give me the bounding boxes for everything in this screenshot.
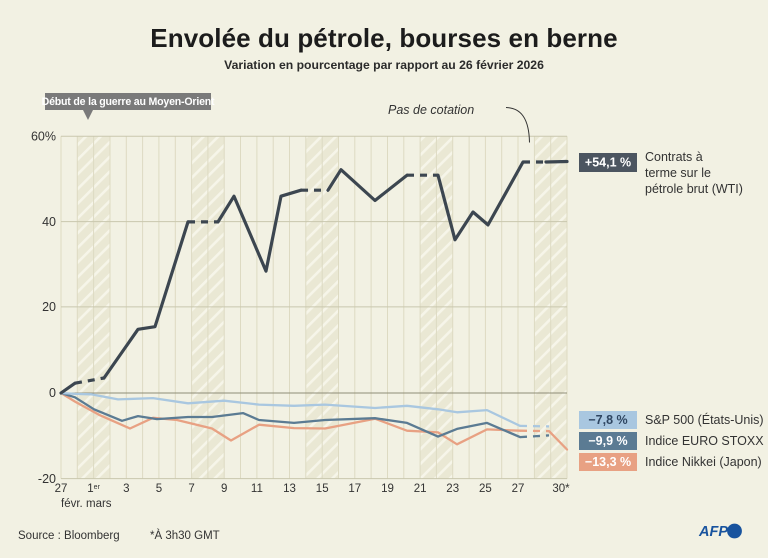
svg-text:AFP: AFP	[698, 524, 728, 540]
